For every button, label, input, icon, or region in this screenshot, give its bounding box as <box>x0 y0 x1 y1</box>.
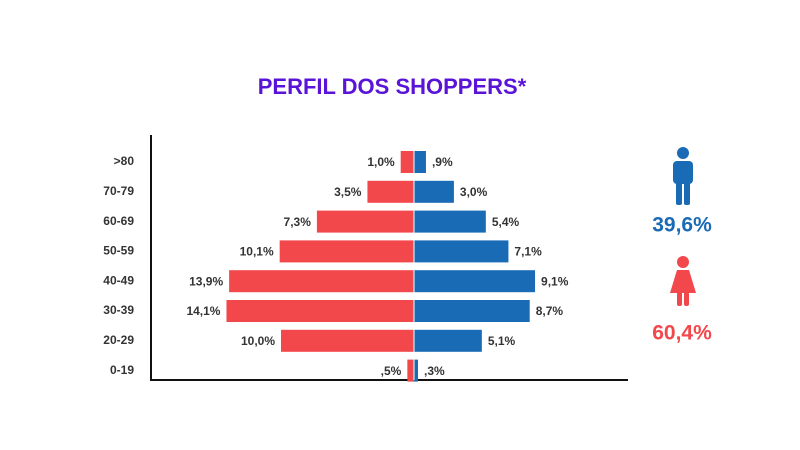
bar <box>414 270 536 293</box>
y-tick-label: 40-49 <box>103 273 134 287</box>
data-label: 14,1% <box>186 304 220 318</box>
bar <box>407 359 414 382</box>
data-label: 8,7% <box>536 304 564 318</box>
data-label: 5,1% <box>488 334 516 348</box>
data-label: 7,3% <box>284 215 312 229</box>
bar <box>414 329 482 352</box>
data-label: 1,0% <box>367 155 395 169</box>
data-label: 9,1% <box>541 274 569 288</box>
y-tick-label: 70-79 <box>103 184 134 198</box>
bar <box>316 210 414 233</box>
data-label: 3,0% <box>460 185 488 199</box>
data-label: ,5% <box>381 364 402 378</box>
bar <box>279 240 414 263</box>
female-icon <box>670 256 696 306</box>
y-tick-label: 60-69 <box>103 214 134 228</box>
y-tick-label: 30-39 <box>103 303 134 317</box>
bar <box>229 270 414 293</box>
data-label: 13,9% <box>189 274 223 288</box>
y-tick-label: >80 <box>114 154 135 168</box>
male-icon <box>673 147 693 205</box>
bar <box>226 300 414 322</box>
data-label: 3,5% <box>334 185 362 199</box>
y-tick-label: 50-59 <box>103 244 134 258</box>
data-label: ,3% <box>424 364 445 378</box>
y-tick-label: 0-19 <box>110 363 134 377</box>
bar <box>414 151 426 173</box>
data-label: 7,1% <box>514 245 542 259</box>
bar <box>414 300 530 322</box>
bar <box>414 180 454 203</box>
data-label: 5,4% <box>492 215 520 229</box>
data-label: 10,1% <box>240 245 274 259</box>
data-label: ,9% <box>432 155 453 169</box>
chart-title: PERFIL DOS SHOPPERS* <box>258 74 527 99</box>
male-total: 39,6% <box>652 214 712 237</box>
data-label: 10,0% <box>241 334 275 348</box>
bar <box>367 180 414 203</box>
bar <box>414 240 509 263</box>
female-total: 60,4% <box>652 322 712 345</box>
bar <box>414 359 418 382</box>
bar <box>400 151 414 173</box>
bar <box>281 329 414 352</box>
bar <box>414 210 486 233</box>
y-tick-label: 20-29 <box>103 333 134 347</box>
